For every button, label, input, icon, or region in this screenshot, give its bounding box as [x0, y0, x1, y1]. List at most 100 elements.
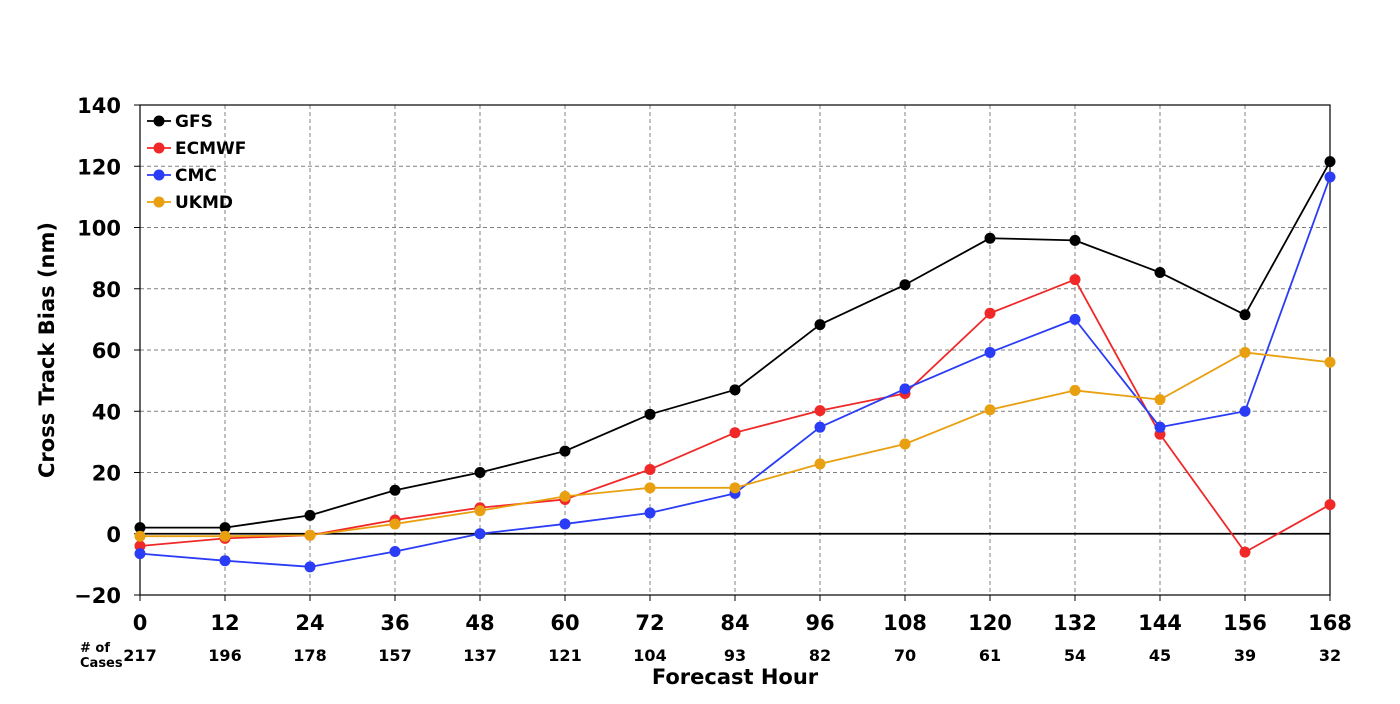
case-count-label: 39: [1234, 646, 1256, 665]
data-point-gfs: [729, 384, 741, 396]
data-point-ukmd: [1069, 384, 1081, 396]
data-point-cmc: [559, 518, 571, 530]
grid-layer: [140, 105, 1330, 595]
y-tick-label: 80: [92, 278, 121, 302]
x-tick-label: 144: [1138, 611, 1182, 635]
x-tick-label: 24: [295, 611, 324, 635]
case-count-label: 178: [293, 646, 326, 665]
x-tick-label: 132: [1053, 611, 1097, 635]
data-point-ukmd: [134, 530, 146, 542]
data-point-ecmwf: [1324, 499, 1336, 511]
axes-layer: [134, 104, 1331, 601]
y-tick-label: 40: [92, 400, 121, 424]
case-count-label: 61: [979, 646, 1001, 665]
case-count-label: 93: [724, 646, 746, 665]
data-point-gfs: [389, 484, 401, 496]
data-point-gfs: [1239, 309, 1251, 321]
data-point-gfs: [474, 467, 486, 478]
data-point-gfs: [134, 522, 146, 534]
x-tick-label: 84: [720, 611, 749, 635]
data-point-ecmwf: [1239, 546, 1251, 558]
case-count-label: 137: [463, 646, 496, 665]
legend-marker: [153, 142, 165, 154]
legend-label: UKMD: [175, 193, 233, 213]
y-tick-label: 20: [92, 462, 121, 486]
data-point-ecmwf: [1069, 274, 1081, 286]
x-tick-label: 0: [133, 611, 148, 635]
data-point-cmc: [1069, 313, 1081, 325]
data-point-ukmd: [814, 458, 826, 470]
data-point-ukmd: [729, 482, 741, 494]
legend-item-ukmd: UKMD: [147, 193, 233, 213]
data-point-ukmd: [1154, 394, 1166, 406]
data-point-ukmd: [474, 505, 486, 517]
data-point-cmc: [644, 507, 656, 519]
case-count-label: 104: [633, 646, 666, 665]
y-tick-label: 100: [77, 217, 121, 241]
data-point-ukmd: [644, 482, 656, 494]
case-count-label: 196: [208, 646, 241, 665]
data-point-ukmd: [304, 529, 316, 541]
data-point-cmc: [1154, 421, 1166, 433]
case-count-label: 70: [894, 646, 916, 665]
data-point-gfs: [304, 509, 316, 521]
x-tick-label: 36: [380, 611, 409, 635]
data-point-cmc: [219, 555, 231, 567]
legend-marker: [153, 115, 165, 127]
data-point-cmc: [474, 528, 486, 540]
cases-layer: # of Cases 217 196 178 157 137 121 104 93 82 70 61 54…: [80, 641, 1341, 671]
x-tick-label: 96: [805, 611, 834, 635]
y-tick-label: 60: [92, 339, 121, 363]
legend-item-ecmwf: ECMWF: [147, 139, 246, 159]
data-point-gfs: [559, 445, 571, 457]
data-point-ecmwf: [984, 307, 996, 319]
case-count-label: 82: [809, 646, 831, 665]
data-point-ukmd: [984, 404, 996, 416]
data-point-ukmd: [559, 490, 571, 502]
x-tick-label: 120: [968, 611, 1012, 635]
case-count-label: 54: [1064, 646, 1086, 665]
cases-title-line: Cases: [80, 656, 123, 671]
series-ukmd: [134, 346, 1336, 542]
x-axis-title: Forecast Hour: [652, 665, 819, 689]
data-point-ukmd: [219, 530, 231, 542]
x-tick-label: 108: [883, 611, 927, 635]
data-point-gfs: [1324, 156, 1336, 168]
legend-item-cmc: CMC: [147, 166, 217, 186]
y-tick-label: 0: [106, 523, 121, 547]
x-tick-label: 48: [465, 611, 494, 635]
series-gfs: [134, 156, 1336, 534]
data-point-ecmwf: [814, 405, 826, 417]
case-count-label: 32: [1319, 646, 1341, 665]
x-tick-label: 168: [1308, 611, 1352, 635]
y-axis-title: Cross Track Bias (nm): [35, 222, 59, 478]
legend-label: CMC: [175, 166, 217, 186]
data-point-ukmd: [389, 518, 401, 530]
data-point-cmc: [1324, 171, 1336, 183]
data-point-gfs: [984, 232, 996, 244]
data-point-cmc: [1239, 405, 1251, 417]
case-count-label: 157: [378, 646, 411, 665]
y-tick-label: 140: [77, 94, 121, 118]
ticks-layer: 0 12 24 36 48 60 72 84 96 108 120 132 144 156 168 −20 0 2…: [74, 94, 1352, 635]
data-point-cmc: [389, 546, 401, 558]
cases-title: # of Cases: [80, 641, 123, 671]
x-tick-label: 60: [550, 611, 579, 635]
legend: GFS ECMWF CMC UKMD: [147, 112, 246, 213]
data-point-cmc: [134, 548, 146, 560]
case-count-label: 217: [123, 646, 156, 665]
x-tick-label: 12: [210, 611, 239, 635]
legend-label: GFS: [175, 112, 213, 132]
data-point-ecmwf: [134, 540, 146, 552]
data-point-cmc: [304, 561, 316, 573]
x-tick-label: 72: [635, 611, 664, 635]
x-tick-label: 156: [1223, 611, 1267, 635]
legend-label: ECMWF: [175, 139, 246, 159]
data-point-gfs: [644, 408, 656, 420]
data-point-ecmwf: [729, 427, 741, 439]
data-point-gfs: [219, 522, 231, 534]
data-point-gfs: [1154, 267, 1166, 279]
series-layer: [134, 156, 1336, 573]
data-point-ukmd: [899, 438, 911, 450]
